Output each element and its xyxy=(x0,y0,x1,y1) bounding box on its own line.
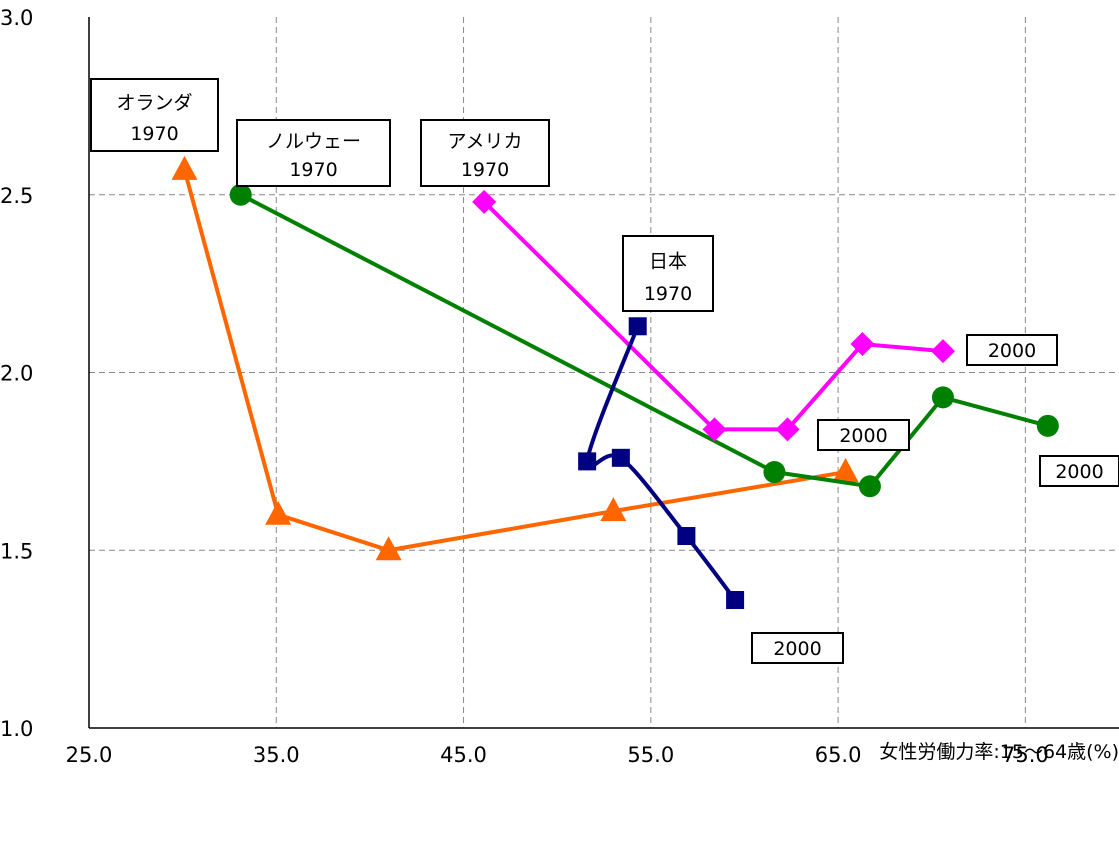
annotation-label: アメリカ xyxy=(447,131,522,153)
netherlands-line xyxy=(182,169,846,553)
usa-2000-annotation: 2000 xyxy=(966,334,1058,366)
annotation-box xyxy=(817,419,910,451)
netherlands-point xyxy=(171,155,198,180)
japan-point xyxy=(677,527,696,546)
usa-point xyxy=(702,417,727,442)
annotation-label: 日本 xyxy=(649,251,687,273)
norway-1970-annotation: ノルウェー 1970 xyxy=(236,119,391,187)
norway-point xyxy=(931,386,954,409)
japan-point xyxy=(611,448,630,467)
annotation-label: オランダ xyxy=(116,92,192,114)
netherlands-point xyxy=(265,500,292,525)
x-tick-label: 65.0 xyxy=(815,743,862,767)
norway-point xyxy=(1036,414,1059,437)
norway-point xyxy=(858,475,881,498)
japan-1970-annotation: 日本 1970 xyxy=(622,235,714,312)
y-tick-label: 1.0 xyxy=(0,717,33,741)
y-tick-label: 2.0 xyxy=(0,362,33,386)
usa-point xyxy=(775,417,800,442)
annotation-box xyxy=(236,119,391,187)
annotation-box xyxy=(751,632,844,664)
norway-2000-annotation: 2000 xyxy=(1039,455,1119,487)
x-tick-label: 45.0 xyxy=(440,743,487,767)
annotation-box xyxy=(966,334,1058,366)
axes: 1.0 1.5 2.0 2.5 3.0 25.0 35.0 45.0 55.0 65.0 75.0 xyxy=(0,6,1119,767)
annotation-year: 1970 xyxy=(130,123,178,145)
usa-1970-annotation: アメリカ 1970 xyxy=(420,119,550,187)
japan-point xyxy=(726,591,745,610)
annotation-year: 1970 xyxy=(289,159,337,181)
y-tick-label: 3.0 xyxy=(0,6,33,30)
x-tick-label: 75.0 xyxy=(1002,743,1049,767)
x-axis-title: 女性労働力率:15〜64歳(%) xyxy=(879,741,1119,763)
norway-point xyxy=(229,183,252,206)
annotation-box xyxy=(90,78,219,152)
y-tick-label: 2.5 xyxy=(0,184,33,208)
usa-point xyxy=(930,339,955,364)
annotations: オランダ 1970 ノルウェー 1970 アメリカ 1970 日本 1970 2000 2000 2… xyxy=(90,78,1119,664)
norway-point xyxy=(763,461,786,484)
netherlands-point xyxy=(832,458,859,483)
japan-point xyxy=(578,452,597,471)
annotation-label: 2000 xyxy=(773,638,821,660)
netherlands-2000-annotation: 2000 xyxy=(817,419,910,451)
x-tick-label: 25.0 xyxy=(66,743,113,767)
annotation-label: ノルウェー xyxy=(266,131,361,153)
usa-point xyxy=(472,189,497,214)
y-tick-label: 1.5 xyxy=(0,539,33,563)
netherlands-1970-annotation: オランダ 1970 xyxy=(90,78,219,152)
annotation-year: 1970 xyxy=(644,283,692,305)
annotation-year: 1970 xyxy=(461,159,509,181)
annotation-label: 2000 xyxy=(1055,461,1103,483)
annotation-box xyxy=(1039,455,1119,487)
x-tick-label: 35.0 xyxy=(253,743,300,767)
japan-2000-annotation: 2000 xyxy=(751,632,844,664)
japan-point xyxy=(628,317,647,336)
annotation-label: 2000 xyxy=(839,425,887,447)
annotation-box xyxy=(622,235,714,312)
x-tick-label: 55.0 xyxy=(627,743,674,767)
data-series xyxy=(171,155,1059,610)
netherlands-point xyxy=(600,497,627,522)
annotation-label: 2000 xyxy=(988,340,1036,362)
usa-point xyxy=(850,332,875,357)
japan-line xyxy=(584,325,737,602)
netherlands-point xyxy=(375,536,402,561)
annotation-box xyxy=(420,119,550,187)
